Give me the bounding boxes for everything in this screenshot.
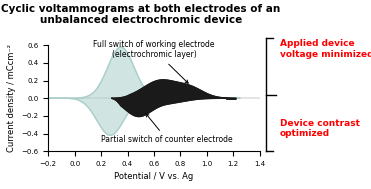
Text: Device contrast
optimized: Device contrast optimized (280, 119, 360, 138)
Text: Full switch of working electrode
(electrochromic layer): Full switch of working electrode (electr… (93, 40, 215, 83)
Polygon shape (48, 47, 240, 135)
X-axis label: Potential / V vs. Ag: Potential / V vs. Ag (114, 173, 194, 181)
Polygon shape (112, 80, 236, 117)
Text: Applied device
voltage minimized: Applied device voltage minimized (280, 40, 371, 59)
Text: Partial switch of counter electrode: Partial switch of counter electrode (101, 114, 233, 144)
Text: Cyclic voltammograms at both electrodes of an
unbalanced electrochromic device: Cyclic voltammograms at both electrodes … (1, 4, 280, 25)
Y-axis label: Current density / mCcm⁻²: Current density / mCcm⁻² (7, 44, 16, 152)
